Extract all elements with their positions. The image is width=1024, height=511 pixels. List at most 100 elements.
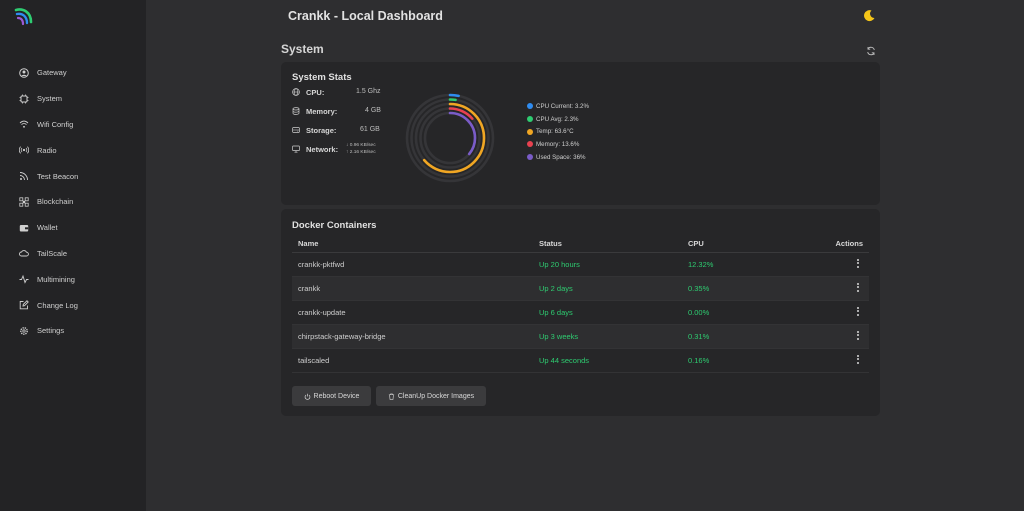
sidebar-item-radio[interactable]: Radio (0, 137, 146, 163)
container-cpu: 0.35% (688, 276, 834, 301)
stat-memory-value: 4 GB (365, 107, 381, 114)
container-cpu: 0.31% (688, 324, 834, 349)
section-title: System (281, 42, 324, 56)
sidebar-item-blockchain[interactable]: Blockchain (0, 189, 146, 215)
network-up-value: 2.16 KB/sec (349, 150, 376, 155)
gauge-legend: CPU Current: 3.2% CPU Avg: 2.3% Temp: 63.6… (527, 100, 589, 163)
legend-label: Temp: 63.6°C (536, 128, 574, 136)
container-cpu: 0.16% (688, 348, 834, 373)
container-status: Up 6 days (539, 300, 688, 325)
refresh-icon[interactable] (866, 46, 876, 56)
trash-icon (388, 393, 394, 400)
sidebar-item-wifi-config[interactable]: Wifi Config (0, 112, 146, 138)
arrow-up-icon: ↑ (346, 150, 349, 155)
rss-icon (19, 171, 29, 181)
sidebar-item-wallet[interactable]: Wallet (0, 215, 146, 241)
user-circle-icon (19, 68, 29, 78)
sidebar-item-label: Gateway (37, 68, 67, 78)
sidebar-item-label: Settings (37, 326, 65, 336)
table-row: crankk Up 2 days 0.35% (292, 276, 869, 301)
network-down: ↓ 0.96 KB/sec (346, 143, 376, 148)
system-stats-card: System Stats (281, 62, 880, 205)
sidebar-item-multimining[interactable]: Multimining (0, 266, 146, 292)
legend-item-temp: Temp: 63.6°C (527, 125, 589, 138)
stat-storage: Storage: (292, 124, 382, 136)
moon-icon[interactable] (862, 9, 876, 23)
container-status: Up 44 seconds (539, 348, 688, 373)
more-vertical-icon[interactable] (853, 305, 863, 317)
gauge-arc-temp (414, 102, 486, 174)
container-cpu: 0.00% (688, 300, 834, 325)
sidebar: Gateway System Wifi Config Radio Test Be… (0, 0, 146, 511)
legend-label: CPU Avg: 2.3% (536, 115, 579, 123)
table-row: tailscaled Up 44 seconds 0.16% (292, 348, 869, 373)
edit-icon (19, 300, 29, 310)
stat-memory-label: Memory: (306, 106, 338, 116)
cloud-icon (19, 248, 29, 258)
more-vertical-icon[interactable] (853, 329, 863, 341)
sidebar-item-system[interactable]: System (0, 86, 146, 112)
cpu-icon (19, 94, 29, 104)
container-name: chirpstack-gateway-bridge (292, 324, 539, 349)
cleanup-docker-images-button[interactable]: CleanUp Docker Images (376, 386, 486, 406)
legend-item-used-space: Used Space: 36% (527, 151, 589, 164)
sidebar-item-test-beacon[interactable]: Test Beacon (0, 163, 146, 189)
arrow-down-icon: ↓ (346, 143, 349, 148)
container-actions (834, 276, 869, 301)
stat-cpu: CPU: (292, 86, 382, 98)
cleanup-docker-images-label: CleanUp Docker Images (397, 392, 475, 400)
container-cpu: 12.32% (688, 252, 834, 277)
col-header-name: Name (292, 236, 539, 253)
sidebar-item-gateway[interactable]: Gateway (0, 60, 146, 86)
container-actions (834, 252, 869, 277)
more-vertical-icon[interactable] (853, 281, 863, 293)
legend-dot (527, 103, 533, 110)
more-vertical-icon[interactable] (853, 353, 863, 365)
legend-item-memory: Memory: 13.6% (527, 138, 589, 151)
network-down-value: 0.96 KB/sec (349, 143, 376, 148)
col-header-actions: Actions (834, 236, 869, 253)
sidebar-nav: Gateway System Wifi Config Radio Test Be… (0, 60, 146, 344)
network-up: ↑ 2.16 KB/sec (346, 150, 376, 155)
gauge-arc-cpu-current (405, 93, 495, 183)
activity-icon (19, 274, 29, 284)
gear-icon (19, 326, 29, 336)
blockchain-icon (19, 197, 29, 207)
gauge-arc-used-space (423, 111, 477, 165)
hard-drive-icon (292, 126, 300, 134)
monitor-icon (292, 145, 300, 153)
database-icon (292, 107, 300, 115)
gauge-track-cpu-avg (410, 98, 490, 178)
sidebar-item-change-log[interactable]: Change Log (0, 292, 146, 318)
container-name: crankk-pktfwd (292, 252, 539, 277)
table-row: crankk-update Up 6 days 0.00% (292, 300, 869, 325)
container-actions (834, 300, 869, 325)
legend-item-cpu-current: CPU Current: 3.2% (527, 100, 589, 113)
sidebar-item-label: Blockchain (37, 197, 74, 207)
legend-label: Memory: 13.6% (536, 140, 580, 148)
legend-dot (527, 116, 533, 123)
legend-dot (527, 154, 533, 161)
sidebar-item-tailscale[interactable]: TailScale (0, 241, 146, 267)
docker-containers-title: Docker Containers (292, 220, 377, 231)
stat-network: Network: (292, 143, 382, 155)
more-vertical-icon[interactable] (853, 257, 863, 269)
table-header-row: Name Status CPU Actions (292, 236, 869, 253)
reboot-device-button[interactable]: Reboot Device (292, 386, 371, 406)
stat-storage-value: 61 GB (360, 126, 380, 133)
container-name: crankk-update (292, 300, 539, 325)
container-status: Up 3 weeks (539, 324, 688, 349)
container-actions (834, 324, 869, 349)
stat-cpu-label: CPU: (306, 87, 325, 97)
col-header-status: Status (539, 236, 688, 253)
container-name: crankk (292, 276, 539, 301)
container-name: tailscaled (292, 348, 539, 373)
legend-dot (527, 141, 533, 148)
legend-item-cpu-avg: CPU Avg: 2.3% (527, 113, 589, 126)
page-title: Crankk - Local Dashboard (288, 9, 443, 23)
legend-label: CPU Current: 3.2% (536, 102, 589, 110)
sidebar-item-label: Change Log (37, 300, 78, 310)
sidebar-item-label: TailScale (37, 248, 68, 258)
crankk-logo-icon (14, 8, 33, 26)
sidebar-item-settings[interactable]: Settings (0, 318, 146, 344)
